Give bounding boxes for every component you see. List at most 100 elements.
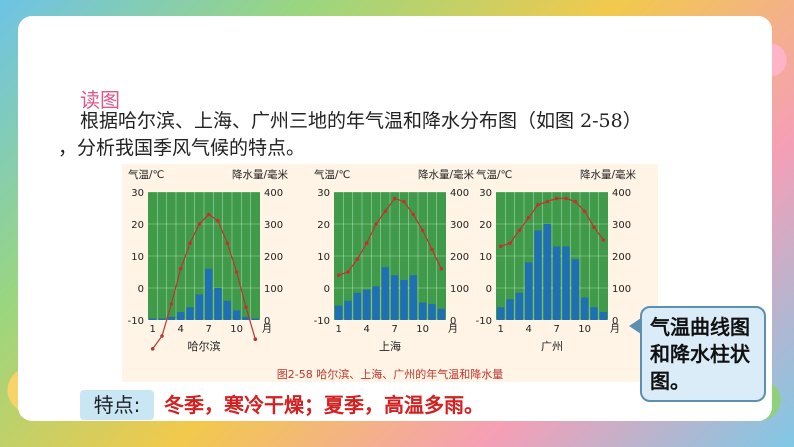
slide-paragraph: 根据哈尔滨、上海、广州三地的年气温和降水分布图（如图 2-58） ，分析我国季风…: [58, 108, 760, 162]
precipitation-bar: [515, 292, 523, 320]
x-tick-label: 7: [205, 324, 211, 335]
temperature-point: [554, 196, 559, 201]
precipitation-bar: [167, 316, 175, 320]
temp-tick-label: 0: [138, 284, 144, 295]
temperature-point: [178, 267, 183, 271]
feature-text: 冬季，寒冷干燥；夏季，高温多雨。: [164, 393, 484, 417]
left-axis-label: 气温/℃: [128, 168, 164, 181]
temperature-point: [573, 199, 578, 204]
temperature-point: [526, 215, 531, 220]
temperature-point: [498, 244, 503, 249]
precipitation-bar: [158, 318, 166, 320]
x-tick-label: 1: [335, 324, 341, 335]
chart-title: 上海: [379, 339, 401, 353]
precip-tick-label: 100: [612, 284, 631, 295]
temp-tick-label: 20: [317, 220, 330, 231]
precip-tick-label: 300: [612, 220, 631, 231]
x-tick-label: 10: [578, 324, 591, 335]
left-axis-label: 气温/℃: [476, 168, 512, 181]
temperature-point: [564, 196, 568, 201]
precipitation-bar: [409, 275, 417, 320]
x-tick-label: 4: [363, 324, 369, 335]
precip-tick-label: 0: [612, 316, 618, 327]
precipitation-bar: [205, 268, 213, 320]
feature-label: 特点:: [80, 390, 154, 420]
temp-tick-label: 10: [479, 252, 492, 263]
precipitation-bar: [353, 292, 361, 320]
precip-tick-label: 400: [612, 188, 631, 199]
precipitation-bar: [195, 294, 203, 320]
paragraph-line-2: ，分析我国季风气候的特点。: [58, 137, 306, 159]
callout-pointer: [629, 318, 641, 334]
precipitation-bar: [372, 286, 380, 320]
temperature-point: [517, 228, 522, 233]
precip-tick-label: 200: [450, 252, 469, 263]
temperature-point: [169, 302, 174, 306]
temperature-point: [545, 199, 550, 204]
temperature-point: [216, 219, 220, 223]
precipitation-bar: [363, 289, 371, 320]
temperature-point: [411, 212, 416, 217]
temp-tick-label: 0: [486, 284, 492, 295]
precipitation-bar: [400, 280, 408, 320]
x-tick-label: 7: [391, 324, 397, 335]
temperature-point: [536, 203, 540, 207]
x-tick-label: 10: [230, 324, 243, 335]
temperature-point: [582, 209, 587, 213]
temperature-point: [383, 209, 388, 213]
precipitation-bar: [177, 312, 185, 320]
precip-tick-label: 300: [450, 220, 469, 231]
precipitation-bar: [437, 308, 445, 320]
right-axis-label: 降水量/毫米: [580, 168, 637, 181]
callout-box: 气温曲线图和降水柱状图。: [640, 306, 766, 402]
temperature-point: [439, 267, 444, 271]
temperature-point: [150, 347, 155, 351]
temperature-point: [160, 334, 164, 338]
temperature-point: [392, 196, 397, 201]
precip-tick-label: 200: [612, 252, 631, 263]
temperature-point: [188, 241, 192, 245]
x-tick-label: 1: [149, 324, 155, 335]
precip-tick-label: 200: [264, 252, 283, 263]
precipitation-bar: [251, 318, 259, 320]
temperature-point: [206, 212, 211, 217]
temperature-point: [508, 241, 512, 245]
temp-tick-label: 30: [479, 188, 492, 199]
x-tick-label: 10: [416, 324, 429, 335]
precipitation-bar: [419, 302, 427, 320]
precipitation-bar: [381, 267, 389, 320]
precipitation-bar: [506, 299, 514, 320]
figure-caption: 图2-58 哈尔滨、上海、广州的年气温和降水量: [276, 368, 504, 381]
temp-tick-label: 20: [479, 220, 492, 231]
chart-title: 哈尔滨: [188, 339, 221, 353]
precipitation-bar: [562, 246, 570, 320]
temperature-point: [601, 238, 606, 242]
temp-tick-label: 10: [317, 252, 330, 263]
x-tick-label: 7: [553, 324, 559, 335]
temp-tick-label: -10: [476, 316, 492, 327]
temperature-point: [197, 222, 202, 226]
precipitation-bar: [186, 307, 194, 320]
temperature-point: [592, 225, 596, 229]
temperature-point: [402, 199, 406, 204]
temperature-curve: [500, 197, 604, 247]
precipitation-bar: [497, 307, 505, 320]
precip-tick-label: 400: [264, 188, 283, 199]
temperature-point: [244, 305, 248, 309]
temp-tick-label: 30: [317, 188, 330, 199]
precipitation-bar: [553, 246, 561, 320]
precipitation-bar: [428, 304, 436, 320]
precip-tick-label: 100: [264, 284, 283, 295]
precipitation-bar: [590, 307, 598, 320]
precipitation-bar: [571, 259, 579, 320]
callout-text: 气温曲线图和降水柱状图。: [650, 315, 750, 393]
temp-tick-label: 20: [131, 220, 144, 231]
left-axis-label: 气温/℃: [314, 168, 350, 181]
precipitation-bar: [223, 300, 231, 320]
x-unit-label: 月: [448, 323, 458, 335]
temp-tick-label: -10: [128, 316, 144, 327]
temp-tick-label: 30: [131, 188, 144, 199]
temperature-point: [374, 222, 378, 226]
temp-tick-label: -10: [314, 316, 330, 327]
